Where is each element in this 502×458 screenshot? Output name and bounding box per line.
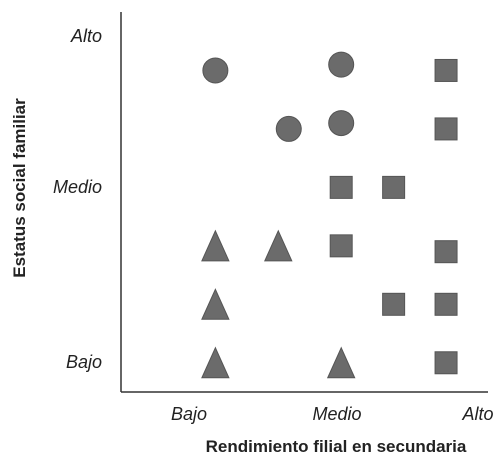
- square-point-10: [382, 292, 406, 316]
- square-point-5: [382, 175, 406, 199]
- square-point-4: [329, 175, 353, 199]
- square-point-7: [434, 117, 458, 141]
- triangle-point-17: [326, 346, 356, 379]
- y-tick-label-bajo: Bajo: [66, 352, 102, 372]
- y-axis-title: Estatus social familiar: [10, 98, 29, 278]
- x-tick-label-bajo: Bajo: [171, 404, 207, 424]
- square-point-12: [434, 351, 458, 375]
- circle-point-0: [202, 57, 229, 84]
- x-tick-label-medio: Medio: [312, 404, 361, 424]
- data-points: [201, 51, 458, 379]
- triangle-point-13: [201, 229, 230, 262]
- circle-point-3: [328, 110, 355, 137]
- triangle-point-15: [201, 288, 230, 320]
- circle-point-2: [328, 51, 355, 78]
- square-point-6: [434, 58, 458, 82]
- square-point-8: [329, 234, 353, 258]
- x-axis-title: Rendimiento filial en secundaria: [206, 437, 467, 456]
- triangle-point-14: [264, 229, 293, 262]
- triangle-point-16: [201, 346, 230, 379]
- y-tick-label-alto: Alto: [70, 26, 102, 46]
- square-point-11: [434, 292, 458, 316]
- y-tick-label-medio: Medio: [53, 177, 102, 197]
- square-point-9: [434, 240, 458, 264]
- x-tick-label-alto: Alto: [461, 404, 493, 424]
- circle-point-1: [275, 115, 302, 142]
